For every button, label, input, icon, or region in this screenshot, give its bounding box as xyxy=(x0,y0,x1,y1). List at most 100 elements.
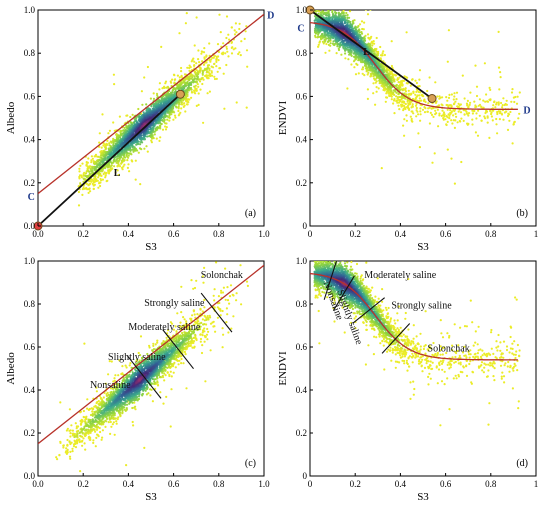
y-axis-label: Albedo xyxy=(5,101,17,134)
density-point xyxy=(501,106,504,109)
density-point xyxy=(145,145,148,148)
density-point xyxy=(518,91,521,94)
density-point xyxy=(78,177,81,180)
density-point xyxy=(379,54,383,57)
density-point xyxy=(200,50,203,53)
density-point xyxy=(475,85,479,88)
density-point xyxy=(434,81,437,84)
y-tick-label: 0.8 xyxy=(24,48,36,58)
density-point xyxy=(180,75,183,78)
density-point xyxy=(359,37,362,40)
density-point xyxy=(166,118,169,121)
density-point xyxy=(478,103,482,106)
density-point xyxy=(79,182,82,185)
density-point xyxy=(392,91,395,94)
density-point xyxy=(77,190,80,194)
density-point xyxy=(112,161,115,164)
density-point xyxy=(318,10,321,13)
density-point xyxy=(397,101,401,104)
density-point xyxy=(217,55,220,58)
density-point xyxy=(452,119,455,122)
density-point xyxy=(215,60,218,64)
density-point xyxy=(325,37,328,40)
y-tick-label: 0.2 xyxy=(24,178,35,188)
density-point xyxy=(126,114,129,117)
density-point xyxy=(463,113,466,116)
density-point xyxy=(184,22,187,25)
density-point xyxy=(405,31,408,34)
density-point xyxy=(322,42,325,45)
density-point xyxy=(187,84,190,87)
density-point xyxy=(417,85,420,88)
density-point xyxy=(317,43,320,46)
density-point xyxy=(330,6,332,8)
density-point xyxy=(78,170,81,173)
y-tick-label: 0.4 xyxy=(24,135,36,145)
density-point xyxy=(423,111,427,114)
density-point xyxy=(482,106,485,109)
density-point xyxy=(445,103,448,107)
density-point xyxy=(104,155,107,158)
density-point xyxy=(359,58,363,61)
density-point xyxy=(459,103,462,106)
density-point xyxy=(128,170,131,173)
density-point xyxy=(201,82,204,86)
density-point xyxy=(146,150,149,153)
density-point xyxy=(164,125,167,128)
density-point xyxy=(390,89,393,92)
density-point xyxy=(238,51,241,54)
density-point xyxy=(409,84,412,87)
density-point xyxy=(105,165,108,168)
density-point xyxy=(107,132,110,135)
density-point xyxy=(497,66,501,69)
density-point xyxy=(183,102,186,105)
density-point xyxy=(206,92,209,95)
density-point xyxy=(119,136,122,139)
density-point xyxy=(517,117,520,120)
density-point xyxy=(316,6,318,8)
density-point xyxy=(112,151,115,154)
density-point xyxy=(106,139,109,142)
density-point xyxy=(414,93,417,96)
density-point xyxy=(245,25,248,28)
density-point xyxy=(97,176,100,179)
density-point xyxy=(93,177,96,180)
density-point xyxy=(155,92,159,95)
density-point xyxy=(450,157,453,160)
density-point xyxy=(150,141,153,144)
density-point xyxy=(342,45,345,49)
density-point xyxy=(396,96,400,99)
density-point xyxy=(135,143,138,146)
density-point xyxy=(485,110,488,113)
density-point xyxy=(471,112,474,115)
density-point xyxy=(165,86,168,89)
density-point xyxy=(434,101,437,104)
density-point xyxy=(137,129,140,132)
density-point xyxy=(163,114,166,117)
density-point xyxy=(174,105,178,108)
x-tick-label: 0.4 xyxy=(123,229,135,239)
density-point xyxy=(343,22,346,25)
density-point xyxy=(123,126,126,129)
density-point xyxy=(202,51,206,54)
density-point xyxy=(322,13,325,16)
density-point xyxy=(361,68,364,71)
density-point xyxy=(228,38,231,41)
density-point xyxy=(324,51,327,54)
density-point xyxy=(454,112,457,115)
density-point xyxy=(453,95,456,98)
density-point xyxy=(82,173,85,176)
density-point xyxy=(414,79,417,82)
density-point xyxy=(146,135,149,138)
density-point xyxy=(502,97,505,100)
density-point xyxy=(460,160,463,164)
density-point xyxy=(139,183,142,186)
density-point xyxy=(190,77,193,80)
density-point xyxy=(455,91,459,94)
density-point xyxy=(506,114,510,118)
density-point xyxy=(82,177,85,180)
density-point xyxy=(358,23,362,26)
density-point xyxy=(176,74,179,77)
density-point xyxy=(178,32,181,35)
density-point xyxy=(91,157,94,160)
